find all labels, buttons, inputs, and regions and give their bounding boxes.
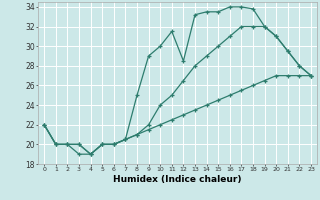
X-axis label: Humidex (Indice chaleur): Humidex (Indice chaleur) <box>113 175 242 184</box>
